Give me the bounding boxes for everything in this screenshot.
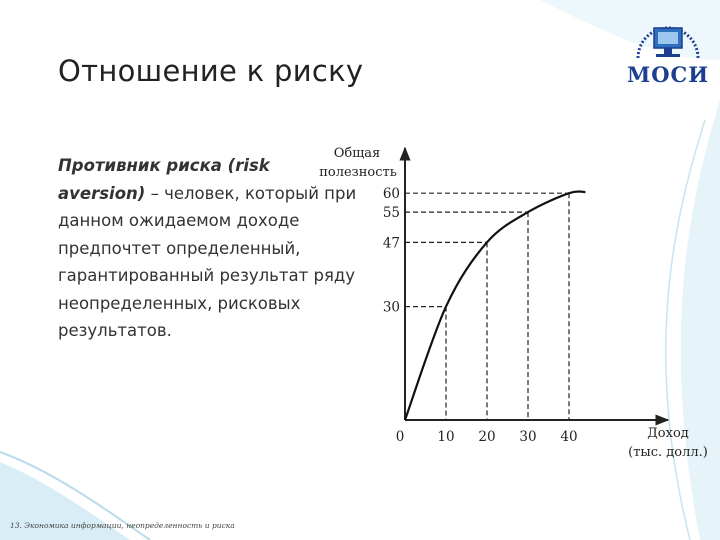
wave-right-line bbox=[664, 119, 706, 540]
x-axis-label-line2: (тыс. долл.) bbox=[628, 445, 708, 460]
chart-marks: 10 20 30 40 30 47 55 60 bbox=[383, 186, 586, 445]
x-axis-label-line1: Доход bbox=[647, 426, 689, 441]
wave-left bbox=[0, 462, 130, 540]
definition-term: Противник риска (risk aversion) bbox=[58, 156, 270, 203]
slide-footer: 13. Экономика информации, неопределеннос… bbox=[10, 521, 235, 530]
y-tick-label-2: 55 bbox=[383, 205, 400, 221]
x-tick-label-0: 10 bbox=[437, 429, 454, 445]
definition-paragraph: Противник риска (risk aversion) – челове… bbox=[58, 152, 358, 345]
x-tick-label-2: 30 bbox=[519, 429, 536, 445]
x-tick-label-3: 40 bbox=[560, 429, 577, 445]
x-tick-label-1: 20 bbox=[478, 429, 495, 445]
slide-title: Отношение к риску bbox=[58, 54, 364, 88]
y-tick-label-3: 60 bbox=[383, 186, 400, 202]
logo-wordmark: МОСИ bbox=[626, 62, 710, 87]
logo-emblem-icon bbox=[636, 26, 700, 59]
utility-curve-0 bbox=[403, 190, 586, 421]
y-tick-label-1: 47 bbox=[383, 235, 400, 251]
origin-label: 0 bbox=[396, 429, 405, 445]
wave-right bbox=[680, 100, 720, 540]
definition-text: – человек, который при данном ожидаемом … bbox=[58, 183, 357, 341]
mosi-logo: МОСИ bbox=[622, 10, 714, 90]
y-axis-label-line2: полезность bbox=[319, 165, 397, 180]
wave-left-line bbox=[0, 451, 151, 540]
y-tick-label-0: 30 bbox=[383, 300, 400, 316]
y-axis-label-line1: Общая bbox=[334, 146, 381, 161]
